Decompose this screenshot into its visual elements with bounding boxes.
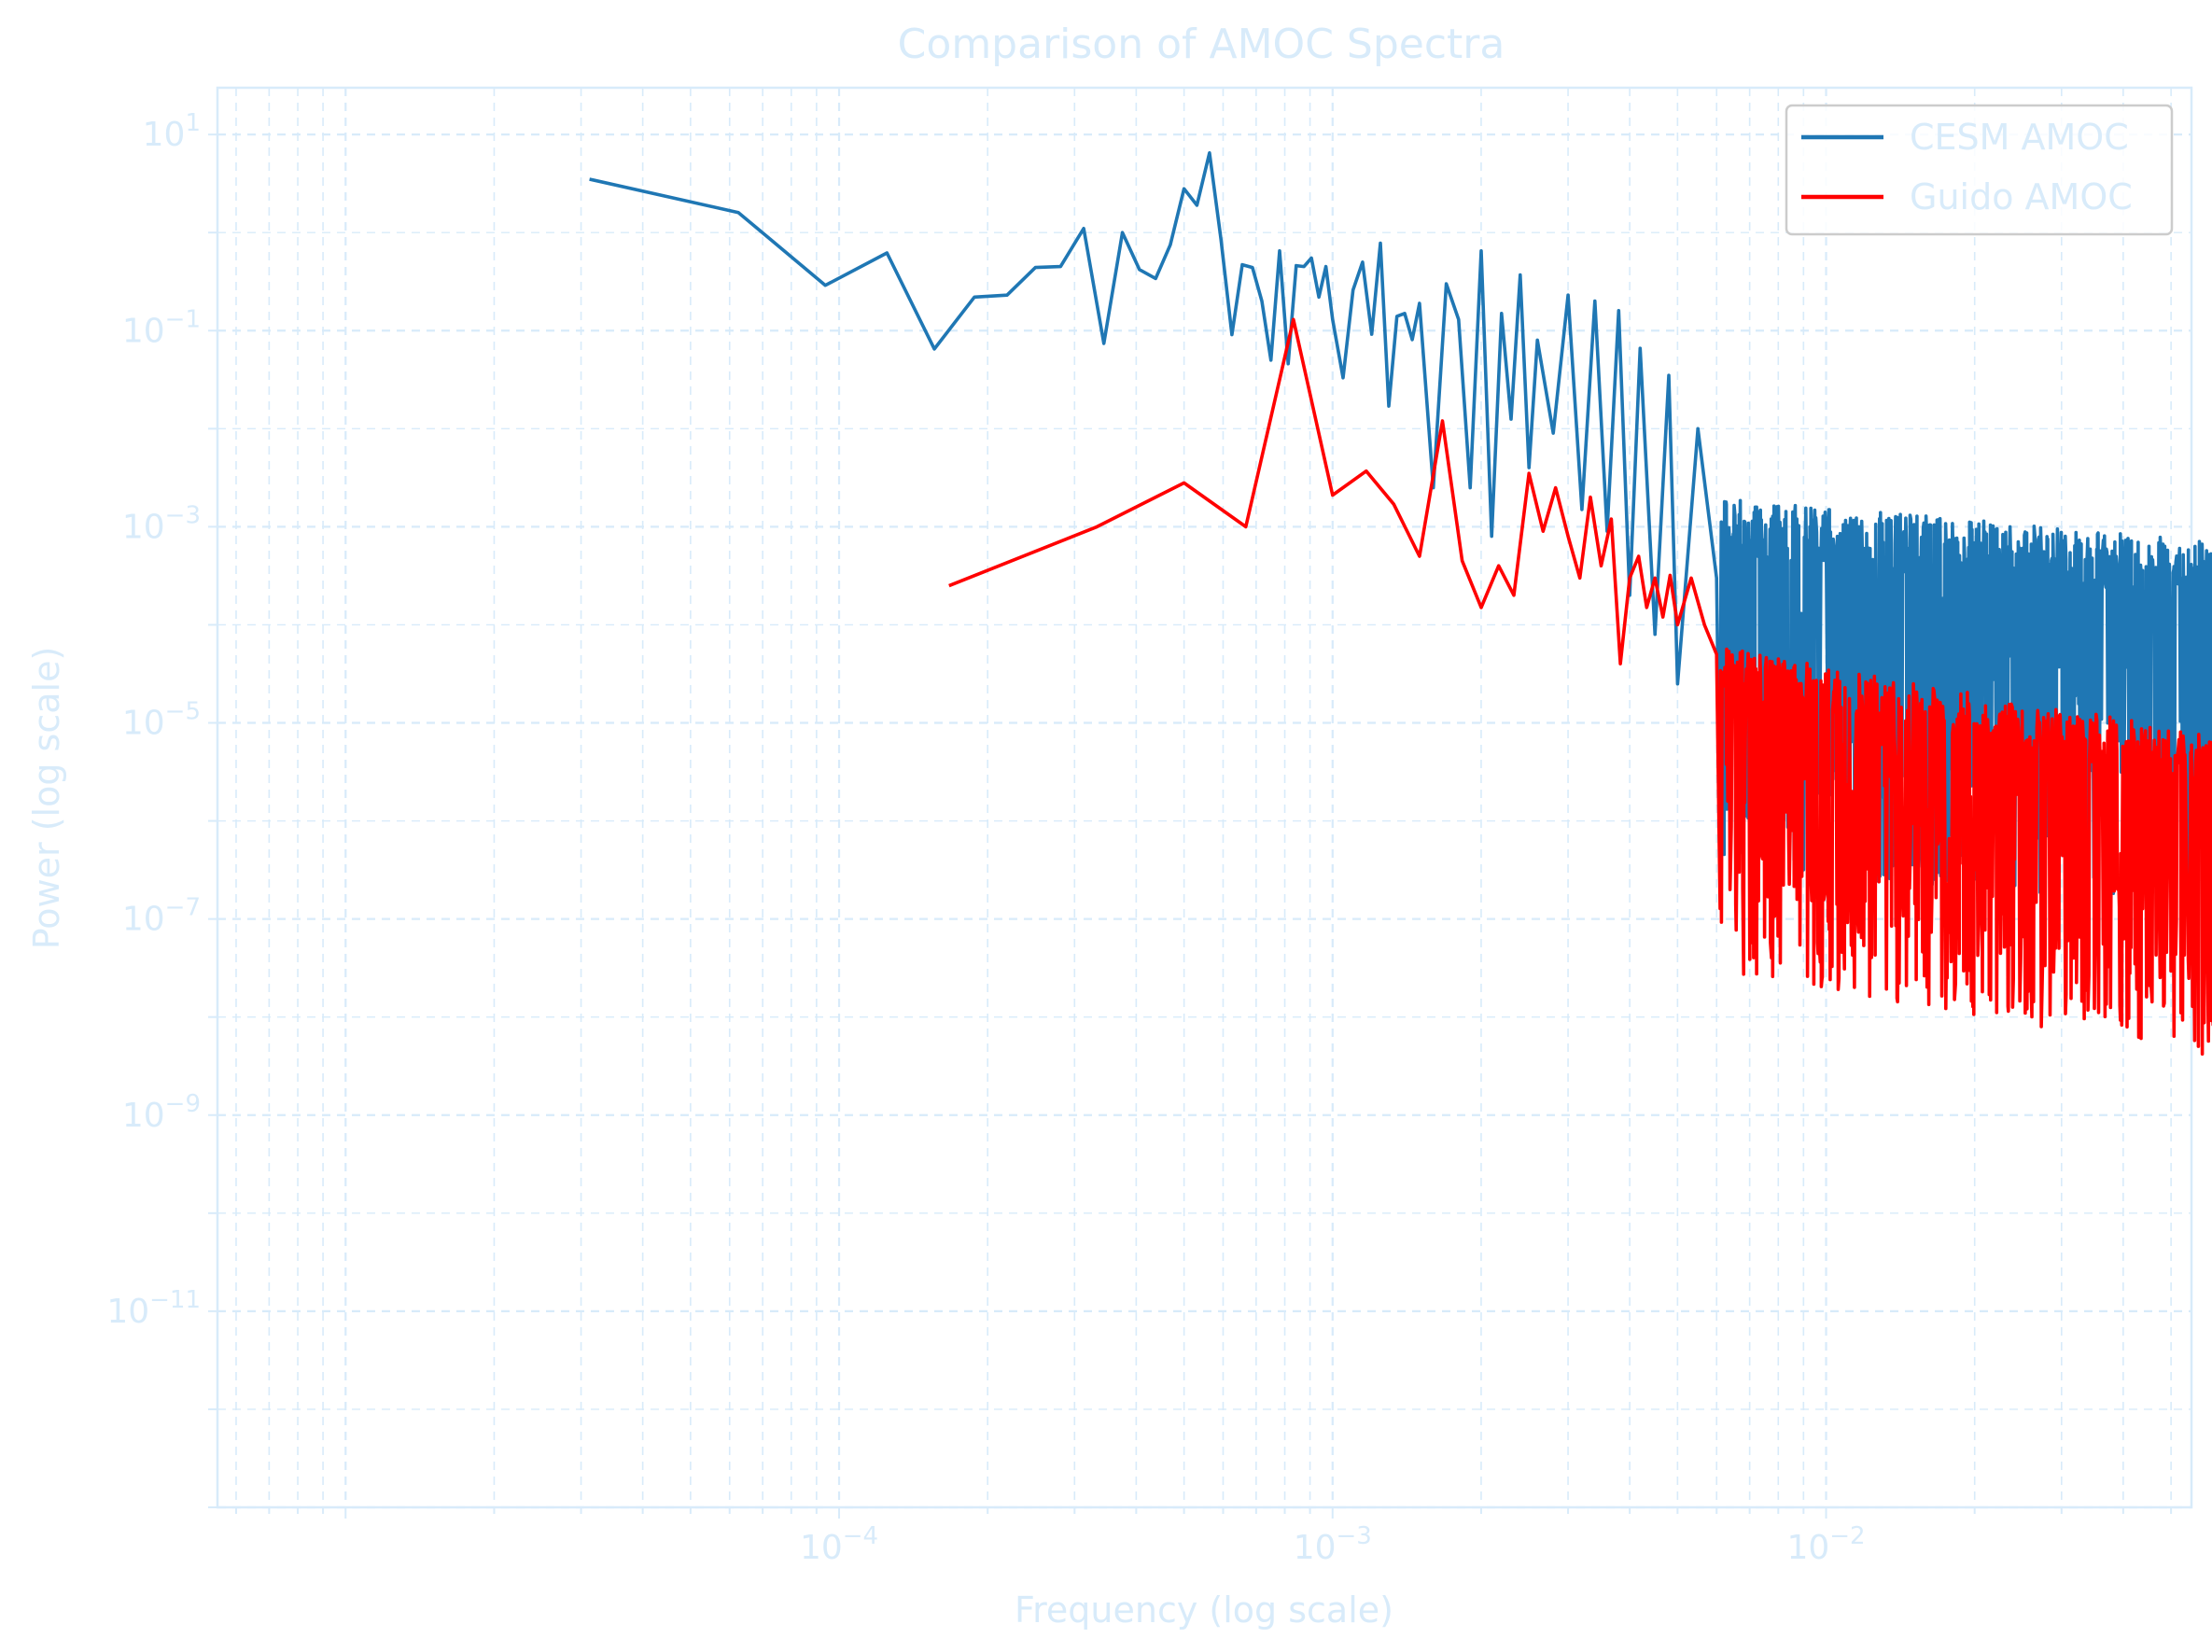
legend-label-guido: Guido AMOC	[1910, 176, 2133, 217]
y-tick-label: 10−5	[122, 698, 201, 743]
y-tick-label: 10−3	[122, 501, 201, 546]
x-tick-label: 10−4	[800, 1522, 878, 1567]
series-line-cesm-amoc	[589, 151, 2212, 913]
series-layer	[589, 151, 2212, 1057]
legend-label-cesm: CESM AMOC	[1910, 117, 2129, 158]
x-tick-label: 10−2	[1786, 1522, 1865, 1567]
x-ticks: 10−410−310−210−1	[234, 1507, 2173, 1567]
y-tick-label: 10−11	[106, 1286, 201, 1331]
y-tick-label: 101	[143, 109, 201, 154]
y-tick-label: 10−9	[122, 1090, 201, 1135]
x-axis-label: Frequency (log scale)	[1015, 1589, 1393, 1631]
y-ticks: 101 10−1 10−3 10−5 10−7 10−9 10−11	[106, 109, 217, 1508]
y-tick-label: 10−7	[122, 894, 201, 939]
x-tick-label: 10−3	[1294, 1522, 1372, 1567]
chart-title: Comparison of AMOC Spectra	[898, 21, 1505, 68]
series-line-guido-amoc	[948, 317, 2212, 1057]
y-tick-label: 10−1	[122, 305, 201, 350]
y-axis-label: Power (log scale)	[26, 647, 67, 950]
legend: CESM AMOC Guido AMOC	[1785, 104, 2174, 236]
